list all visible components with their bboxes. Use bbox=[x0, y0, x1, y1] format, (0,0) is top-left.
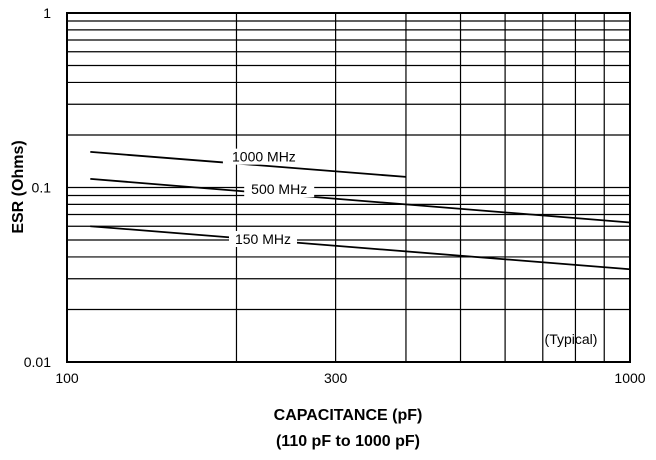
series-label: 500 MHz bbox=[251, 181, 307, 197]
annotation-typical: (Typical) bbox=[545, 331, 598, 347]
tick-labels: 100 300 1000 1 0.1 0.01 bbox=[24, 5, 646, 386]
y-axis-title: ESR (Ohms) bbox=[10, 140, 27, 233]
series-label-bg bbox=[244, 181, 315, 198]
series-label-bg bbox=[229, 230, 298, 247]
series-lines bbox=[90, 150, 631, 271]
series-label: 1000 MHz bbox=[232, 149, 296, 165]
y-tick-label: 1 bbox=[43, 5, 51, 21]
x-tick-label: 1000 bbox=[614, 370, 645, 386]
x-axis-title: CAPACITANCE (pF) bbox=[274, 407, 423, 424]
y-tick-label: 0.01 bbox=[24, 354, 51, 370]
series-line bbox=[90, 178, 631, 224]
series-labels: 1000 MHz 500 MHz 150 MHz bbox=[222, 148, 315, 247]
series-line bbox=[90, 225, 631, 271]
series-label: 150 MHz bbox=[235, 231, 291, 247]
x-tick-label: 100 bbox=[55, 370, 79, 386]
y-tick-label: 0.1 bbox=[32, 180, 52, 196]
x-axis-subtitle: (110 pF to 1000 pF) bbox=[276, 433, 420, 450]
series-label-bg bbox=[222, 148, 305, 165]
plot-frame bbox=[66, 12, 631, 363]
grid bbox=[67, 13, 630, 362]
x-tick-label: 300 bbox=[324, 370, 348, 386]
